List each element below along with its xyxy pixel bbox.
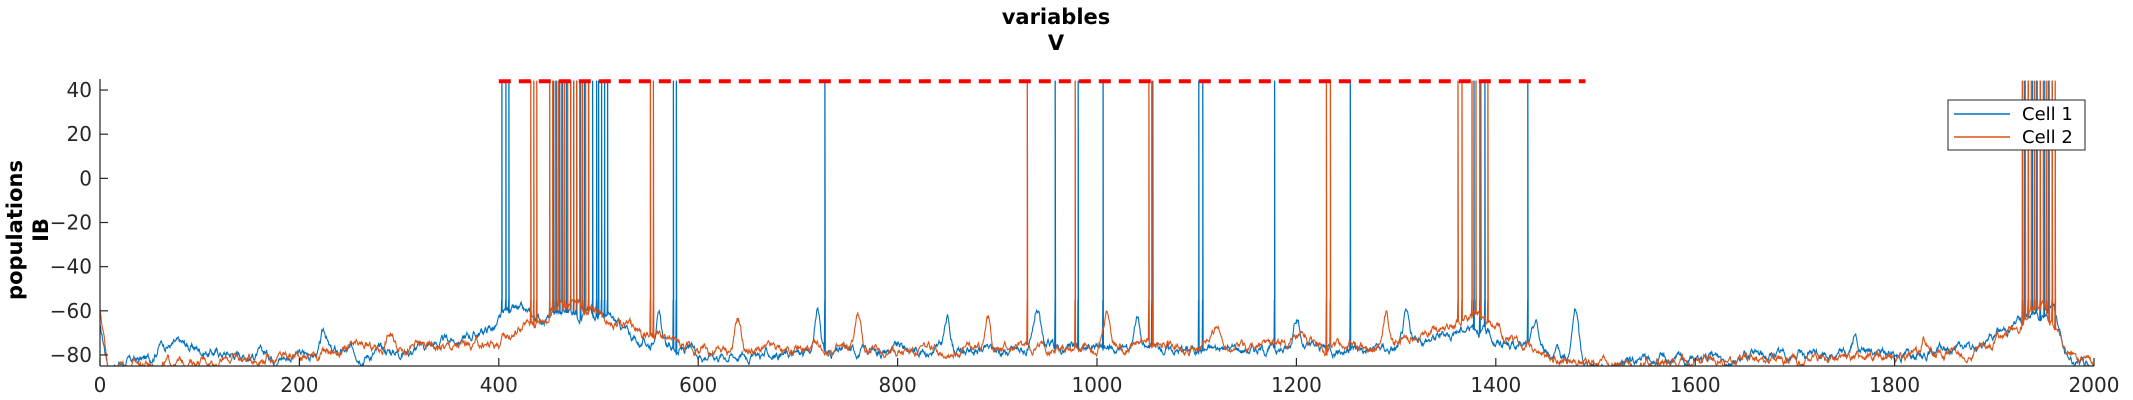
x-tick-label: 2000 (2069, 373, 2120, 397)
x-tick-label: 1400 (1470, 373, 1521, 397)
x-tick-label: 800 (879, 373, 917, 397)
y-tick-label: −20 (50, 211, 92, 235)
x-tick-label: 400 (480, 373, 518, 397)
x-axis-ticks: 0 200 400 600 800 1000 1200 1400 1600 1800 2000 (94, 358, 2120, 397)
y-axis-label-line2: IB (29, 218, 53, 242)
y-tick-label: −80 (50, 343, 92, 367)
chart-title: variables (1002, 5, 1111, 29)
legend-label-cell-1: Cell 1 (2022, 104, 2073, 125)
legend-label-cell-2: Cell 2 (2022, 127, 2073, 148)
x-tick-label: 200 (280, 373, 318, 397)
x-tick-label: 1000 (1072, 373, 1123, 397)
x-tick-label: 0 (94, 373, 107, 397)
y-tick-label: 40 (67, 78, 92, 102)
y-tick-label: 20 (67, 122, 92, 146)
x-tick-label: 600 (679, 373, 717, 397)
y-axis-ticks: −80 −60 −40 −20 0 20 40 (50, 78, 108, 367)
legend: Cell 1 Cell 2 (1947, 99, 2086, 151)
x-tick-label: 1200 (1271, 373, 1322, 397)
chart-subtitle: V (1048, 31, 1065, 55)
series-line-cell-1 (100, 80, 2094, 366)
x-tick-label: 1600 (1670, 373, 1721, 397)
series-line-cell-2 (100, 80, 2094, 366)
y-axis-label-line1: populations (3, 160, 27, 300)
y-tick-label: −60 (50, 299, 92, 323)
legend-box (1947, 99, 2086, 151)
y-tick-label: 0 (79, 166, 92, 190)
y-tick-label: −40 (50, 255, 92, 279)
x-tick-label: 1800 (1869, 373, 1920, 397)
plot-area (100, 80, 2094, 366)
